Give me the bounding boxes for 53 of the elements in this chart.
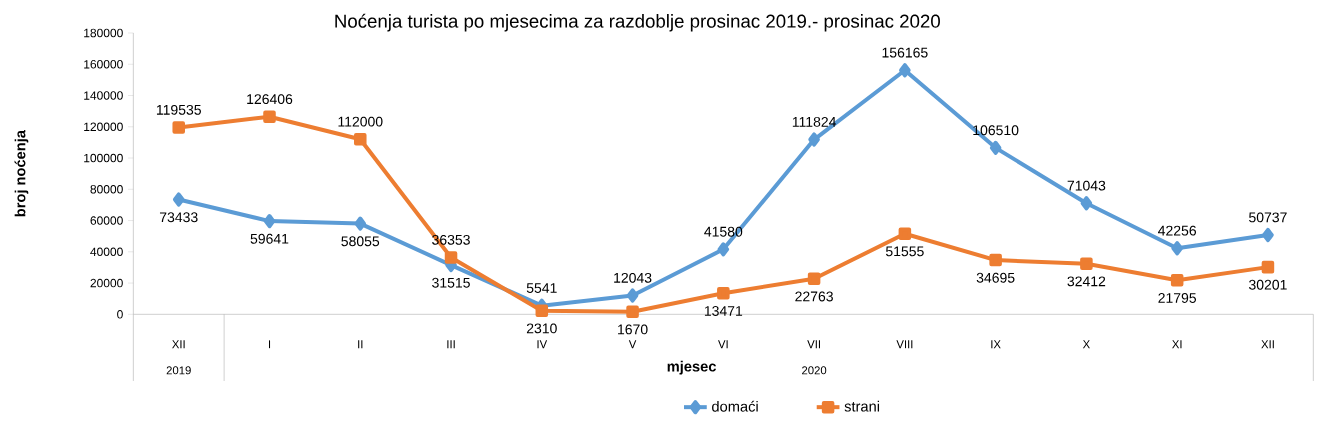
y-tick-label: 140000	[84, 91, 123, 100]
y-tick-label: 120000	[84, 122, 123, 132]
y-tick-label: 0	[117, 310, 123, 319]
legend-label: domaći	[712, 400, 758, 412]
y-tick-label: 40000	[90, 247, 123, 257]
y-axis-title: broj noćenja	[14, 129, 29, 217]
data-label: 119535	[156, 104, 201, 115]
x-tick-label: X	[1082, 340, 1090, 349]
data-label: 2310	[526, 323, 557, 334]
data-label: 59641	[250, 233, 289, 244]
x-tick-label: VI	[718, 340, 728, 349]
data-label: 126406	[247, 94, 293, 105]
y-tick-label: 160000	[84, 60, 123, 69]
x-tick-label: II	[358, 340, 363, 349]
data-label: 30201	[1248, 279, 1287, 290]
data-label: 13471	[704, 305, 743, 316]
chart-title: Noćenja turista po mjesecima za razdoblje prosinac 2019.- prosinac 2020	[335, 13, 940, 32]
data-label: 71043	[1067, 180, 1106, 191]
y-tick-label: 20000	[90, 278, 123, 288]
x-tick-label: XII	[1261, 340, 1274, 349]
x-tick-label: III	[447, 340, 455, 349]
x-tick-label: XII	[172, 340, 185, 349]
y-tick-label: 100000	[84, 153, 123, 163]
data-label: 12043	[614, 272, 652, 283]
x-tick-label: IV	[537, 340, 548, 349]
y-tick-label: 180000	[84, 28, 123, 38]
data-label: 1670	[618, 324, 648, 335]
data-label: 50737	[1249, 212, 1287, 223]
data-label: 21795	[1158, 292, 1197, 303]
data-label: 51555	[885, 246, 924, 257]
data-label: 31515	[432, 277, 470, 288]
y-tick-label: 60000	[90, 216, 123, 225]
x-tick-label: XI	[1172, 340, 1182, 349]
text: 2020	[802, 366, 827, 375]
y-tick-label: 80000	[90, 185, 123, 194]
x-tick-label: VIII	[896, 340, 913, 349]
x-axis-title: mjesec	[667, 360, 716, 375]
x-tick-label: VII	[807, 340, 820, 349]
data-label: 34695	[976, 272, 1015, 283]
x-tick-label: I	[268, 340, 271, 349]
data-label: 156165	[882, 47, 928, 58]
x-tick-label: IX	[991, 340, 1001, 349]
x-tick-label: V	[628, 340, 637, 349]
data-label: 42256	[1158, 225, 1197, 236]
data-label: 32412	[1067, 276, 1106, 287]
data-label: 73433	[159, 212, 198, 223]
legend-label: strani	[844, 400, 880, 412]
data-label: 22763	[795, 291, 833, 302]
text: 2019	[166, 366, 191, 375]
data-label: 111824	[792, 116, 836, 127]
data-label: 58055	[341, 236, 380, 247]
data-label: 112000	[338, 116, 383, 127]
data-label: 5541	[526, 283, 557, 293]
